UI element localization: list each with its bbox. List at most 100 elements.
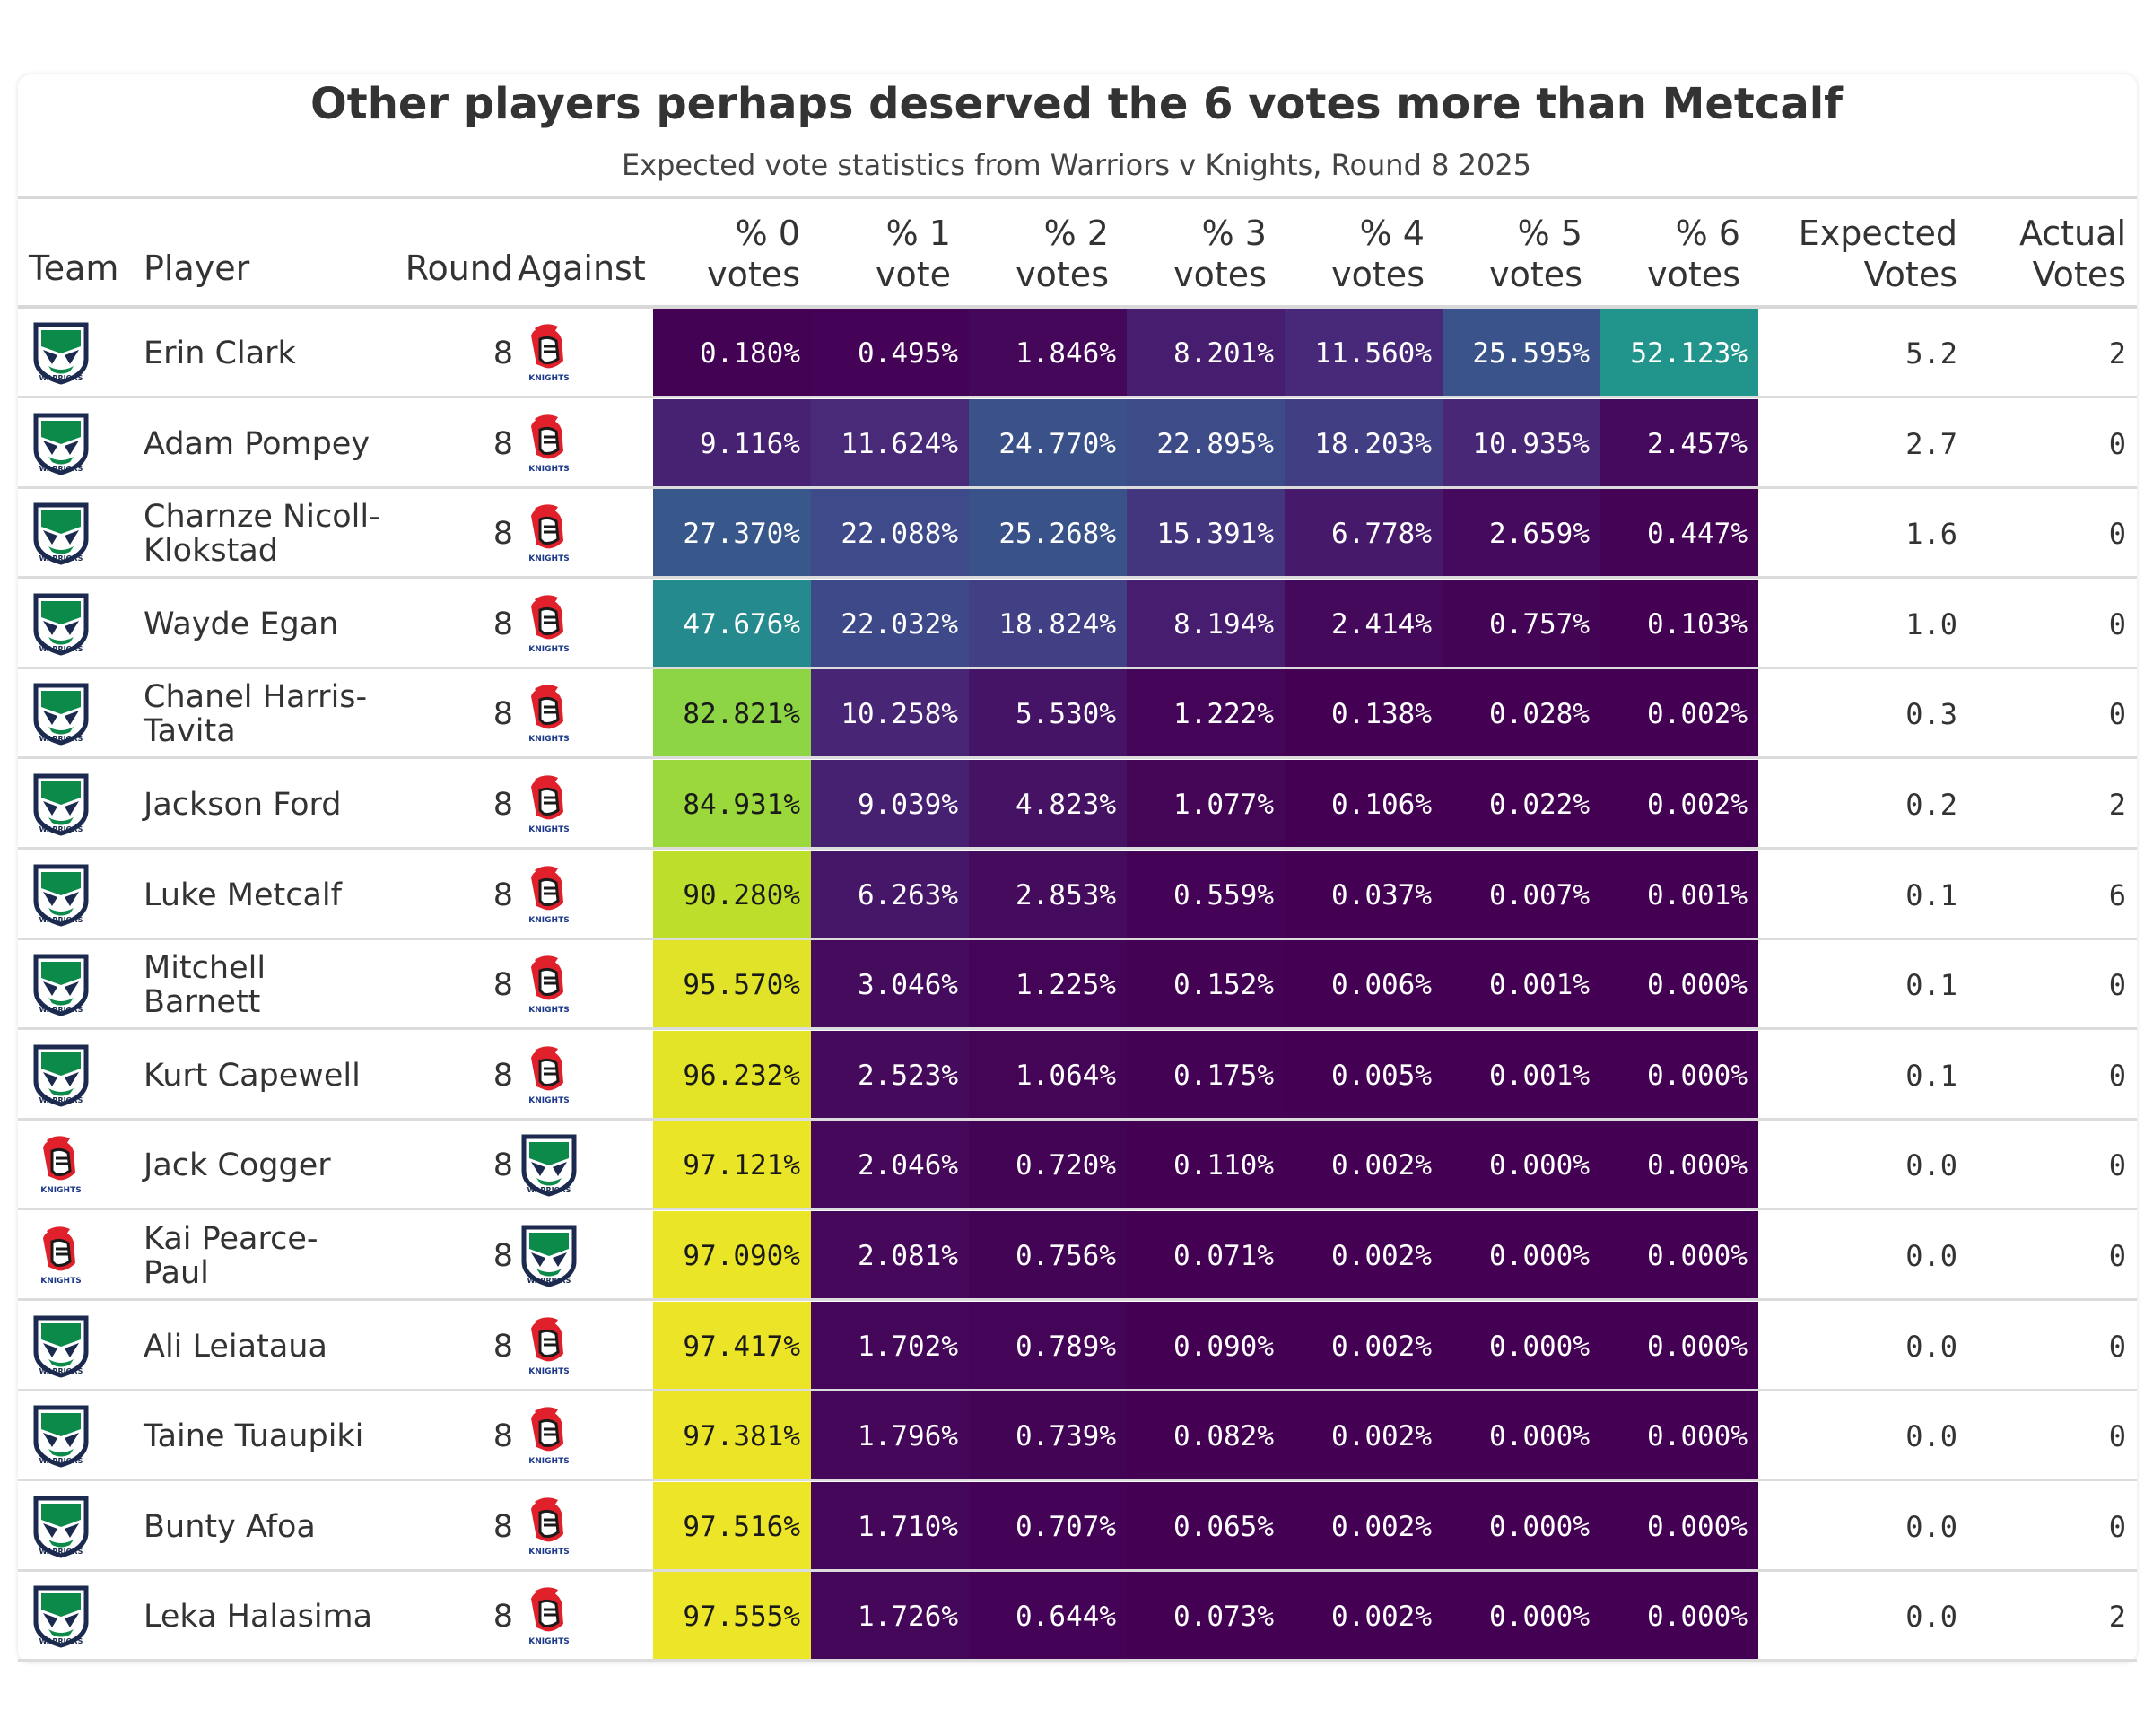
heat-cell-2-votes: 1.225% xyxy=(969,940,1127,1031)
row-divider xyxy=(18,1388,2137,1391)
heat-cell-6-votes: 2.457% xyxy=(1600,398,1758,489)
expected-votes: 0.1 xyxy=(1905,968,1957,1003)
expected-votes: 0.0 xyxy=(1905,1600,1957,1635)
actual-votes: 0 xyxy=(2108,426,2126,461)
player-name-line: Adam Pompey xyxy=(144,425,370,462)
heat-cell-6-votes: 0.000% xyxy=(1600,1572,1758,1662)
heat-cell-1-votes: 1.702% xyxy=(811,1301,969,1391)
col-header-p4-line2: votes xyxy=(1331,254,1425,294)
expected-votes: 0.3 xyxy=(1905,697,1957,732)
against-logo-knights-icon: KNIGHTS xyxy=(519,489,590,579)
player-name: Ali Leiataua xyxy=(144,1302,413,1391)
player-name: Kai Pearce- Paul xyxy=(144,1211,413,1301)
against-logo-warriors-icon: WARRIORS xyxy=(519,1211,590,1301)
round-value: 8 xyxy=(492,1057,513,1094)
actual-votes: 2 xyxy=(2108,788,2126,822)
against-logo-knights-icon: KNIGHTS xyxy=(519,580,590,669)
row-divider xyxy=(18,1479,2137,1482)
svg-text:KNIGHTS: KNIGHTS xyxy=(528,825,569,834)
col-header-p2-line1: % 2 xyxy=(1043,213,1109,253)
svg-text:WARRIORS: WARRIORS xyxy=(39,735,83,743)
svg-text:WARRIORS: WARRIORS xyxy=(39,916,83,924)
heat-cell-3-votes: 0.090% xyxy=(1127,1301,1285,1391)
team-logo-warriors-icon: WARRIORS xyxy=(31,309,102,398)
table-row: WARRIORS Chanel Harris- Tavita 8 KNIGHTS 82.8… xyxy=(18,669,2137,760)
expected-votes: 1.0 xyxy=(1905,606,1957,641)
team-logo-warriors-icon: WARRIORS xyxy=(31,1031,102,1121)
svg-text:KNIGHTS: KNIGHTS xyxy=(528,1548,569,1557)
heat-cell-4-votes: 0.037% xyxy=(1285,850,1443,940)
heat-cell-2-votes: 5.530% xyxy=(969,669,1127,760)
round-value: 8 xyxy=(492,967,513,1004)
heat-cell-4-votes: 0.002% xyxy=(1285,1391,1443,1482)
heat-cell-1-votes: 22.088% xyxy=(811,489,969,580)
team-logo-warriors-icon: WARRIORS xyxy=(31,1572,102,1662)
heat-cell-3-votes: 15.391% xyxy=(1127,489,1285,580)
player-name: Taine Tuaupiki xyxy=(144,1391,413,1481)
table-row: WARRIORS Erin Clark 8 KNIGHTS 0.180% 0.495% 1.… xyxy=(18,309,2137,398)
round-value: 8 xyxy=(492,425,513,462)
heat-cell-2-votes: 4.823% xyxy=(969,760,1127,850)
actual-votes: 0 xyxy=(2108,1239,2126,1273)
player-name-line: Paul xyxy=(144,1255,209,1291)
col-header-p1-line1: % 1 xyxy=(885,213,951,253)
row-divider xyxy=(18,666,2137,669)
expected-votes: 0.1 xyxy=(1905,1058,1957,1093)
actual-votes: 6 xyxy=(2108,877,2126,912)
svg-text:KNIGHTS: KNIGHTS xyxy=(40,1277,81,1286)
row-divider xyxy=(18,847,2137,850)
heat-cell-6-votes: 0.000% xyxy=(1600,1030,1758,1121)
top-divider xyxy=(18,196,2137,199)
table-row: KNIGHTS Jack Cogger 8 WARRIORS 97.121% 2.046%… xyxy=(18,1121,2137,1211)
heat-cell-4-votes: 11.560% xyxy=(1285,309,1443,398)
player-name-line: Ali Leiataua xyxy=(144,1328,327,1365)
svg-text:WARRIORS: WARRIORS xyxy=(39,465,83,473)
against-logo-knights-icon: KNIGHTS xyxy=(519,940,590,1030)
svg-text:KNIGHTS: KNIGHTS xyxy=(528,1096,569,1105)
heat-cell-0-votes: 97.417% xyxy=(653,1301,811,1391)
player-name-line: Kurt Capewell xyxy=(144,1057,361,1094)
col-header-player-label: Player xyxy=(144,249,250,288)
heat-cell-3-votes: 0.559% xyxy=(1127,850,1285,940)
heat-cell-1-votes: 1.710% xyxy=(811,1481,969,1572)
heat-cell-1-votes: 1.726% xyxy=(811,1572,969,1662)
svg-text:KNIGHTS: KNIGHTS xyxy=(528,1006,569,1015)
team-logo-warriors-icon: WARRIORS xyxy=(31,1302,102,1391)
team-logo-warriors-icon: WARRIORS xyxy=(31,580,102,669)
against-logo-knights-icon: KNIGHTS xyxy=(519,1302,590,1391)
heat-cell-0-votes: 47.676% xyxy=(653,579,811,669)
heat-cell-3-votes: 0.175% xyxy=(1127,1030,1285,1121)
svg-text:KNIGHTS: KNIGHTS xyxy=(528,735,569,744)
heat-cell-1-votes: 3.046% xyxy=(811,940,969,1031)
heat-cell-0-votes: 97.516% xyxy=(653,1481,811,1572)
actual-votes: 0 xyxy=(2108,1419,2126,1454)
row-divider xyxy=(18,576,2137,580)
col-header-p6-line2: votes xyxy=(1647,254,1740,294)
row-divider xyxy=(18,756,2137,760)
table-row: KNIGHTS Kai Pearce- Paul 8 WARRIORS 97.090% 2.… xyxy=(18,1211,2137,1301)
heat-cell-2-votes: 0.756% xyxy=(969,1211,1127,1301)
table-row: WARRIORS Leka Halasima 8 KNIGHTS 97.555% 1.72… xyxy=(18,1572,2137,1662)
heat-cell-4-votes: 0.106% xyxy=(1285,760,1443,850)
svg-text:WARRIORS: WARRIORS xyxy=(39,1367,83,1375)
svg-text:KNIGHTS: KNIGHTS xyxy=(528,374,569,383)
heat-cell-5-votes: 0.757% xyxy=(1443,579,1600,669)
heat-cell-6-votes: 0.000% xyxy=(1600,940,1758,1031)
col-header-p3-line2: votes xyxy=(1173,254,1267,294)
actual-votes: 2 xyxy=(2108,1600,2126,1635)
col-header-expected-line2: Votes xyxy=(1863,254,1957,294)
against-logo-knights-icon: KNIGHTS xyxy=(519,309,590,398)
heat-cell-6-votes: 52.123% xyxy=(1600,309,1758,398)
svg-text:WARRIORS: WARRIORS xyxy=(39,374,83,382)
row-divider xyxy=(18,1208,2137,1211)
round-value: 8 xyxy=(492,1147,513,1184)
col-header-expected-line1: Expected xyxy=(1798,213,1957,253)
round-value: 8 xyxy=(492,696,513,733)
actual-votes: 0 xyxy=(2108,517,2126,552)
heat-cell-3-votes: 0.065% xyxy=(1127,1481,1285,1572)
expected-votes: 1.6 xyxy=(1905,517,1957,552)
player-name: Jack Cogger xyxy=(144,1121,413,1210)
col-header-p0: % 0 votes xyxy=(653,202,800,305)
heat-cell-1-votes: 2.046% xyxy=(811,1121,969,1211)
round-value: 8 xyxy=(492,606,513,642)
